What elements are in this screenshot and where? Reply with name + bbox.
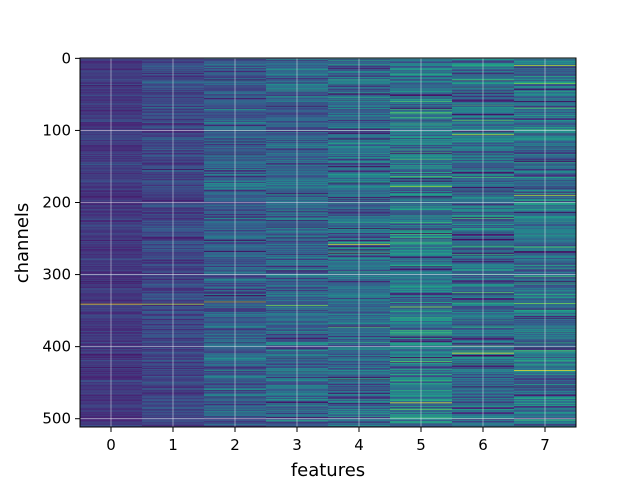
plot-frame: [79, 57, 577, 428]
x-tick-label: 6: [478, 436, 488, 454]
y-tick-label: 300: [42, 266, 71, 284]
heatmap-cells: [80, 58, 577, 428]
y-tick-label: 500: [42, 410, 71, 428]
x-tick-label: 4: [354, 436, 364, 454]
y-axis: 0 100 200 300 400 500: [42, 49, 80, 428]
x-tick-label: 1: [168, 436, 178, 454]
grid-lines: [80, 57, 576, 427]
x-axis-label: features: [291, 460, 365, 480]
x-tick-label: 0: [106, 436, 116, 454]
x-tick-label: 3: [292, 436, 302, 454]
y-tick-label: 100: [42, 121, 71, 139]
x-axis: 0 1 2 3 4 5 6 7: [106, 427, 550, 454]
x-tick-label: 7: [540, 436, 550, 454]
y-tick-label: 400: [42, 338, 71, 356]
x-tick-label: 2: [230, 436, 240, 454]
x-tick-label: 5: [416, 436, 426, 454]
y-axis-label: channels: [12, 203, 33, 284]
y-tick-label: 200: [42, 194, 71, 212]
y-tick-label: 0: [61, 49, 71, 67]
